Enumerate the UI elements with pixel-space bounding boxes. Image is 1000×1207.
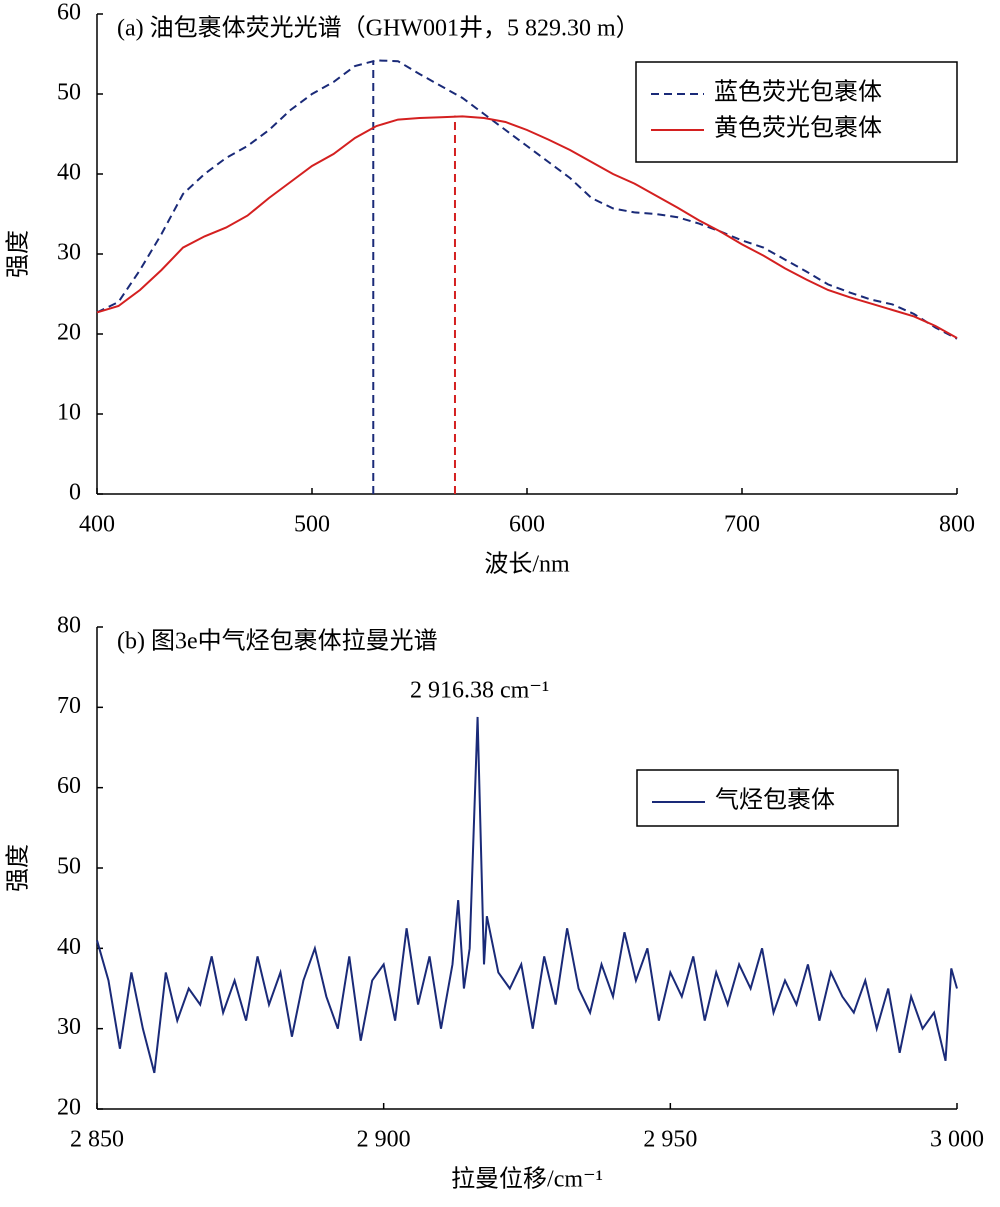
y-tick-label: 20 <box>57 320 81 346</box>
y-axis-label: 强度 <box>5 230 32 278</box>
legend-label: 蓝色荧光包裹体 <box>714 79 882 106</box>
y-tick-label: 60 <box>57 0 81 26</box>
legend-box <box>635 61 958 163</box>
y-tick-label: 20 <box>57 1095 81 1121</box>
data-line <box>96 59 958 340</box>
y-tick-label: 50 <box>57 80 81 106</box>
x-tick-label: 2 850 <box>70 1127 124 1153</box>
x-tick-label: 3 000 <box>930 1127 984 1153</box>
legend-label: 气烃包裹体 <box>715 787 835 814</box>
y-tick-label: 0 <box>69 480 81 506</box>
x-tick-label: 500 <box>294 512 330 538</box>
y-tick-label: 80 <box>57 613 81 639</box>
y-tick-label: 60 <box>57 773 81 799</box>
annotation: 2 916.38 cm⁻¹ <box>410 678 549 704</box>
chart-title: (a) 油包裹体荧光光谱（GHW001井，5 829.30 m） <box>117 15 640 42</box>
y-axis-label: 强度 <box>5 844 32 892</box>
x-tick-label: 2 950 <box>643 1127 697 1153</box>
legend-box <box>636 769 899 827</box>
data-line <box>96 716 958 1074</box>
x-tick-label: 600 <box>509 512 545 538</box>
y-tick-label: 40 <box>57 160 81 186</box>
x-tick-label: 800 <box>939 512 975 538</box>
y-tick-label: 50 <box>57 854 81 880</box>
chart-title: (b) 图3e中气烃包裹体拉曼光谱 <box>117 628 438 655</box>
x-axis-label: 波长/nm <box>484 551 570 578</box>
x-tick-label: 700 <box>724 512 760 538</box>
y-tick-label: 70 <box>57 693 81 719</box>
x-tick-label: 2 900 <box>357 1127 411 1153</box>
y-tick-label: 30 <box>57 1014 81 1040</box>
x-tick-label: 400 <box>79 512 115 538</box>
x-axis-label: 拉曼位移/cm⁻¹ <box>451 1166 603 1193</box>
data-line <box>96 115 958 339</box>
y-tick-label: 10 <box>57 400 81 426</box>
y-tick-label: 30 <box>57 240 81 266</box>
legend-label: 黄色荧光包裹体 <box>714 115 882 142</box>
y-tick-label: 40 <box>57 934 81 960</box>
